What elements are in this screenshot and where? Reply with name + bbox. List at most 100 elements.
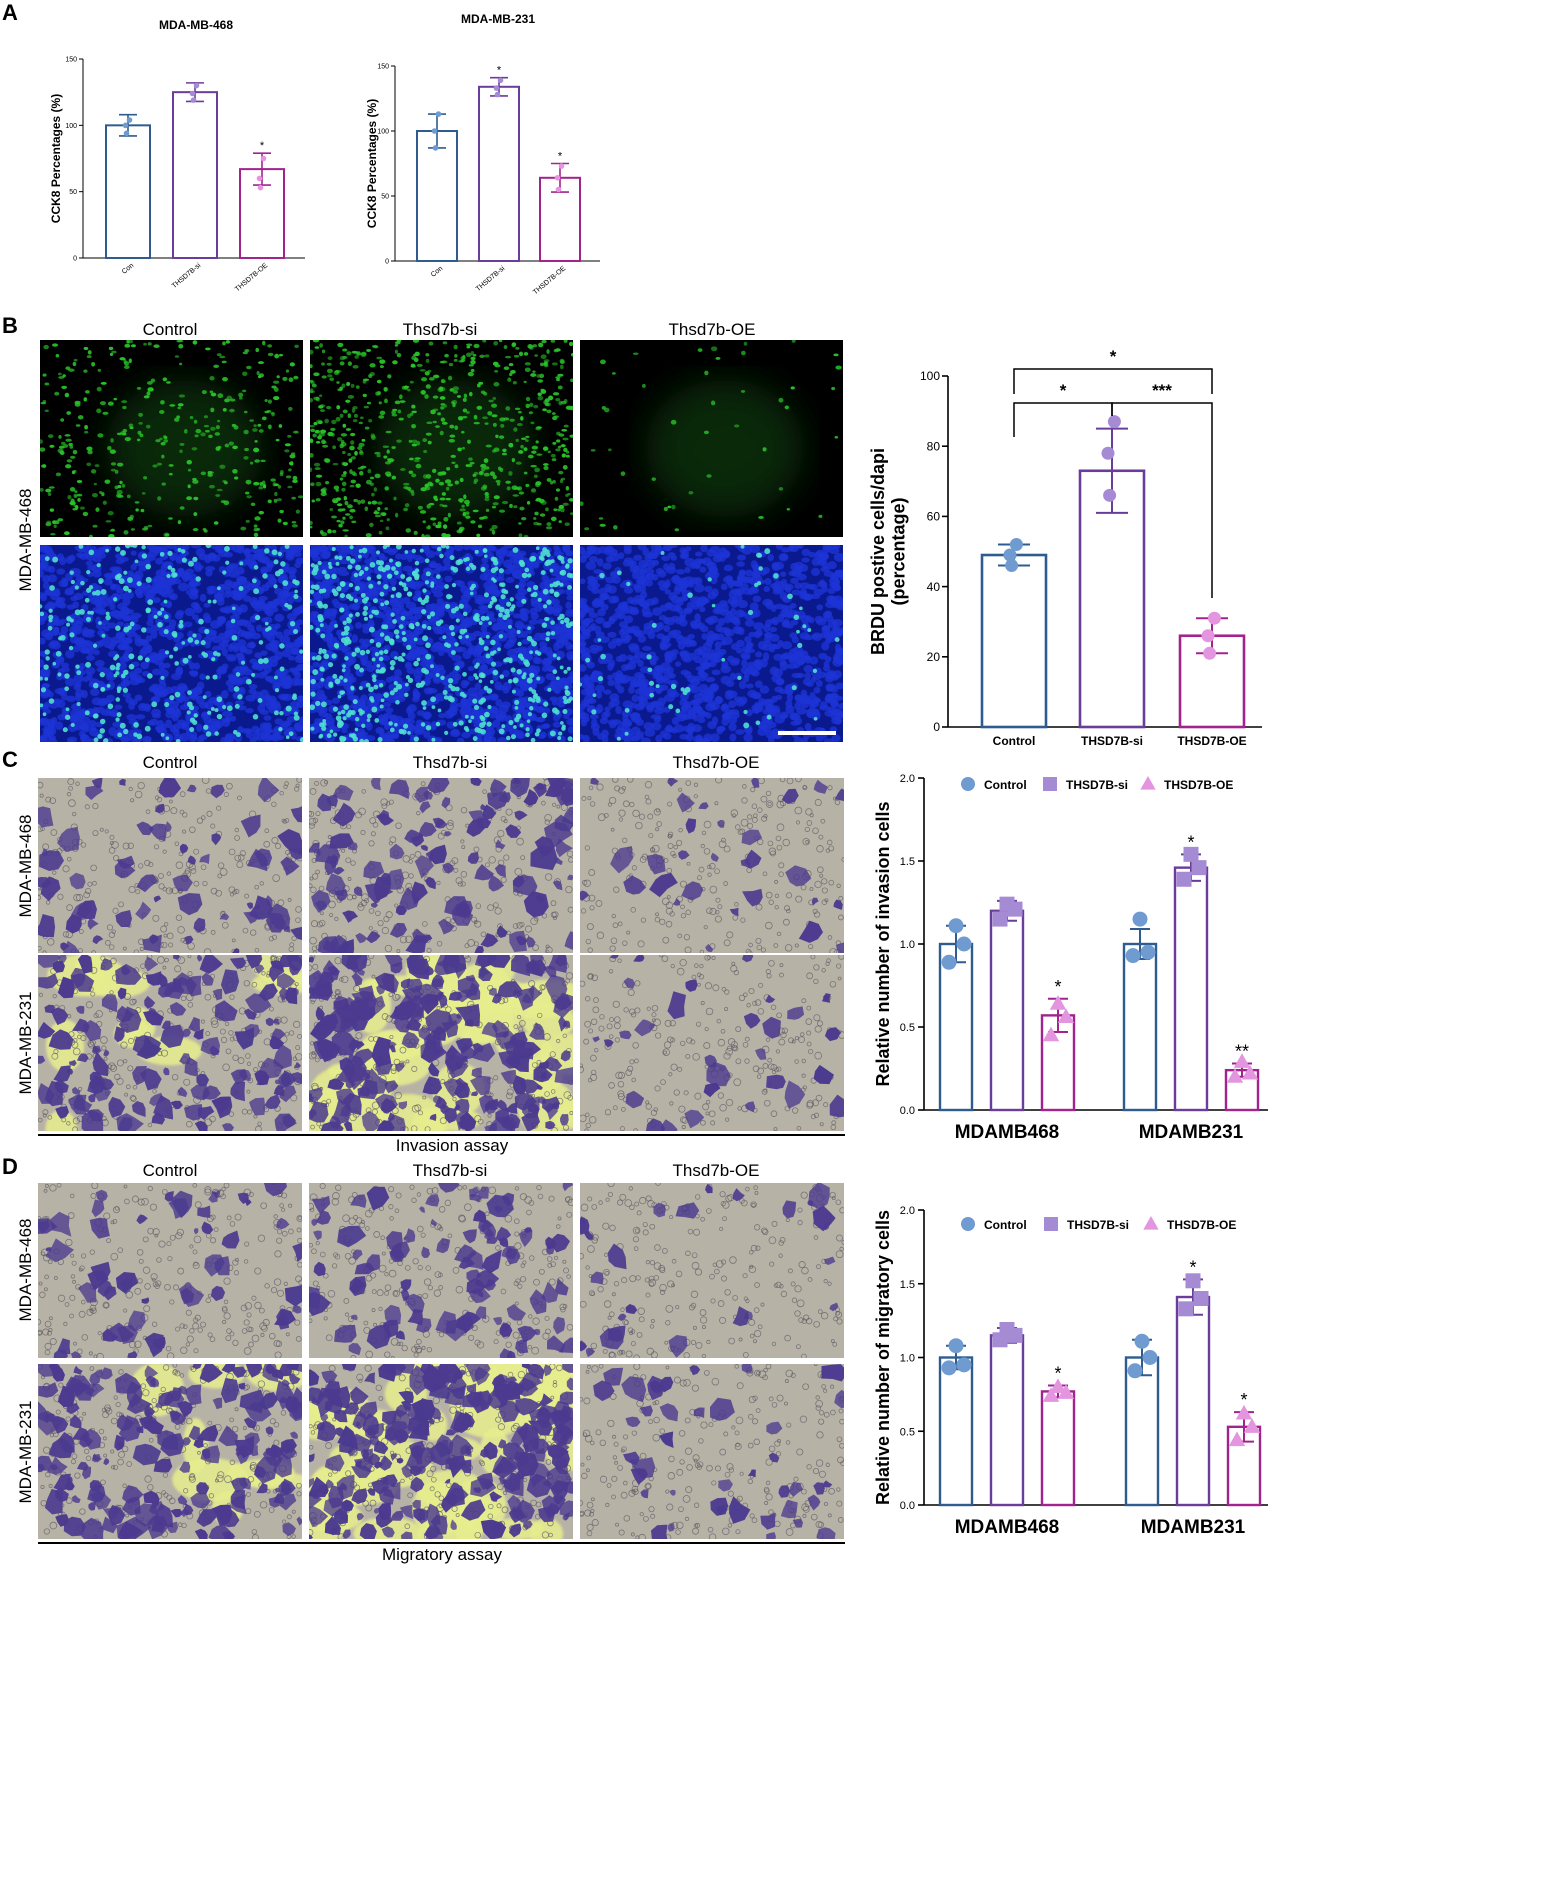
nucleus	[590, 449, 596, 452]
nucleus	[348, 603, 356, 610]
nucleus-bright	[40, 676, 43, 681]
nucleus	[552, 608, 561, 617]
nucleus	[249, 736, 257, 742]
nucleus	[580, 712, 590, 720]
y-tick-label: 150	[377, 63, 389, 70]
nucleus	[177, 406, 181, 410]
tile-content	[310, 545, 573, 742]
nucleus	[331, 419, 337, 425]
nucleus-bright	[326, 733, 332, 739]
nucleus	[509, 628, 518, 638]
nucleus	[540, 731, 547, 739]
nucleus	[482, 340, 487, 343]
nucleus-bright	[117, 732, 123, 738]
nucleus	[235, 579, 244, 587]
nucleus-bright	[405, 675, 411, 680]
nucleus	[71, 470, 76, 475]
nucleus	[193, 606, 203, 614]
nucleus-bright	[348, 582, 354, 588]
nucleus	[498, 340, 503, 343]
nucleus	[445, 533, 451, 537]
nucleus	[291, 496, 296, 500]
nucleus	[529, 402, 534, 408]
nucleus	[222, 341, 226, 346]
nucleus-bright	[84, 597, 90, 603]
nucleus	[472, 354, 477, 357]
nucleus	[43, 344, 49, 350]
nucleus	[483, 458, 489, 464]
nucleus	[532, 370, 536, 373]
nucleus	[146, 619, 154, 627]
nucleus	[107, 445, 112, 451]
nucleus	[47, 434, 54, 439]
nucleus-bright	[569, 621, 573, 626]
nucleus-bright	[235, 672, 241, 677]
nucleus	[242, 389, 247, 393]
nucleus	[138, 422, 143, 425]
nucleus	[432, 395, 439, 399]
nucleus	[565, 450, 570, 454]
nucleus	[516, 582, 525, 591]
nucleus	[384, 486, 390, 491]
nucleus	[75, 424, 81, 427]
nucleus	[46, 601, 56, 610]
nucleus	[90, 688, 100, 697]
nucleus-bright	[435, 673, 440, 677]
nucleus	[268, 600, 275, 607]
data-point	[257, 184, 264, 191]
nucleus	[274, 650, 283, 660]
nucleus	[73, 627, 82, 635]
nucleus-bright	[310, 704, 316, 711]
nucleus	[505, 480, 511, 484]
nucleus-bright	[559, 665, 564, 670]
nucleus	[193, 419, 198, 424]
nucleus	[204, 554, 212, 564]
nucleus	[744, 569, 753, 577]
y-axis-label: CCK8 Percentages (%)	[365, 99, 379, 228]
nucleus	[138, 560, 146, 567]
nucleus-bright	[341, 690, 346, 695]
nucleus	[215, 494, 221, 497]
nucleus-bright	[505, 613, 511, 618]
nucleus	[412, 691, 421, 700]
nucleus-bright	[164, 614, 169, 620]
nucleus	[415, 463, 422, 469]
nucleus	[310, 482, 315, 487]
nucleus-bright	[565, 563, 570, 568]
nucleus	[186, 496, 193, 501]
nucleus-bright	[294, 580, 300, 586]
nucleus	[328, 720, 335, 730]
nucleus	[459, 508, 466, 512]
nucleus-bright	[508, 719, 514, 726]
nucleus	[424, 394, 429, 399]
nucleus-bright	[299, 737, 303, 742]
nucleus	[546, 522, 552, 527]
nucleus	[249, 461, 254, 465]
nucleus	[508, 362, 514, 367]
nucleus-bright	[550, 620, 555, 625]
nucleus	[246, 554, 258, 560]
nucleus-bright	[389, 665, 395, 671]
nucleus	[310, 453, 314, 458]
nucleus-bright	[187, 690, 192, 696]
nucleus	[547, 450, 551, 454]
nucleus	[352, 351, 359, 355]
nucleus	[267, 399, 272, 404]
nucleus	[477, 524, 483, 529]
nucleus	[360, 694, 368, 703]
nucleus	[551, 362, 558, 366]
nucleus-bright	[402, 723, 409, 729]
nucleus-bright	[483, 592, 490, 598]
nucleus	[409, 457, 414, 461]
nucleus	[473, 480, 477, 485]
panel-letter-c: C	[2, 747, 18, 772]
nucleus-bright	[214, 731, 219, 736]
nucleus	[413, 353, 418, 357]
nucleus	[833, 353, 839, 357]
nucleus-bright	[498, 634, 504, 639]
nucleus	[540, 389, 547, 394]
nucleus	[589, 555, 599, 563]
nucleus	[274, 353, 280, 359]
nucleus-bright	[511, 689, 516, 694]
nucleus	[601, 406, 606, 410]
